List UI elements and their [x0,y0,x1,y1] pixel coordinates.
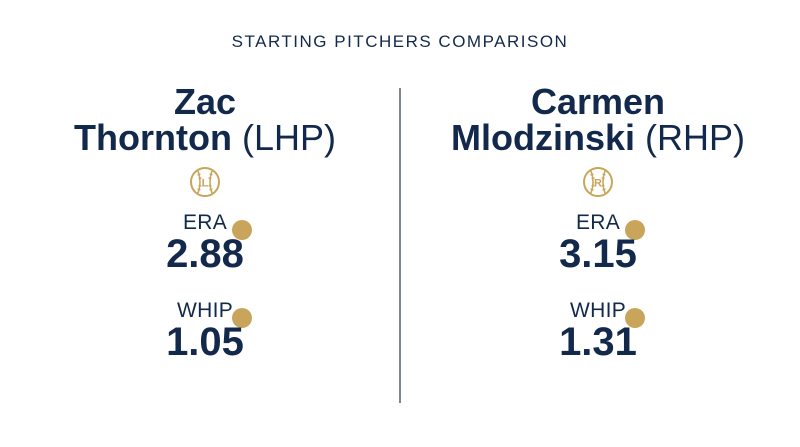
pitcher-hand: (LHP) [241,117,336,158]
pitcher-last-name: Thornton [74,117,232,158]
pitcher-name: Zac Thornton (LHP) [25,84,385,156]
accent-dot [231,220,252,240]
whip-value: 1.31 [559,320,637,364]
pitcher-column-left: Zac Thornton (LHP) L ERA 2.88 WHIP 1.05 [25,84,385,363]
ball-letter: L [202,178,209,190]
pitcher-first-name: Zac [173,81,237,122]
whip-stat: WHIP 1.05 [25,300,385,362]
pitcher-hand: (RHP) [645,117,745,158]
era-value: 2.88 [166,232,244,276]
whip-label: WHIP [176,299,234,322]
era-stat: ERA 2.88 [25,212,385,274]
era-value: 3.15 [559,232,637,276]
whip-label: WHIP [569,299,627,322]
accent-dot [231,308,252,328]
page-title: STARTING PITCHERS COMPARISON [231,32,569,51]
baseball-icon: L [189,166,221,198]
pitcher-column-right: Carmen Mlodzinski (RHP) R ERA 3.15 WHIP … [418,84,778,363]
pitcher-last-name: Mlodzinski [450,117,635,158]
baseball-icon: R [582,166,614,198]
whip-value: 1.05 [166,320,244,364]
accent-dot [624,220,645,240]
column-divider [399,88,401,403]
era-stat: ERA 3.15 [418,212,778,274]
pitcher-first-name: Carmen [530,81,666,122]
pitcher-name: Carmen Mlodzinski (RHP) [418,84,778,156]
era-label: ERA [182,211,228,234]
whip-stat: WHIP 1.31 [418,300,778,362]
accent-dot [624,308,645,328]
ball-letter: R [594,178,602,190]
era-label: ERA [575,211,621,234]
